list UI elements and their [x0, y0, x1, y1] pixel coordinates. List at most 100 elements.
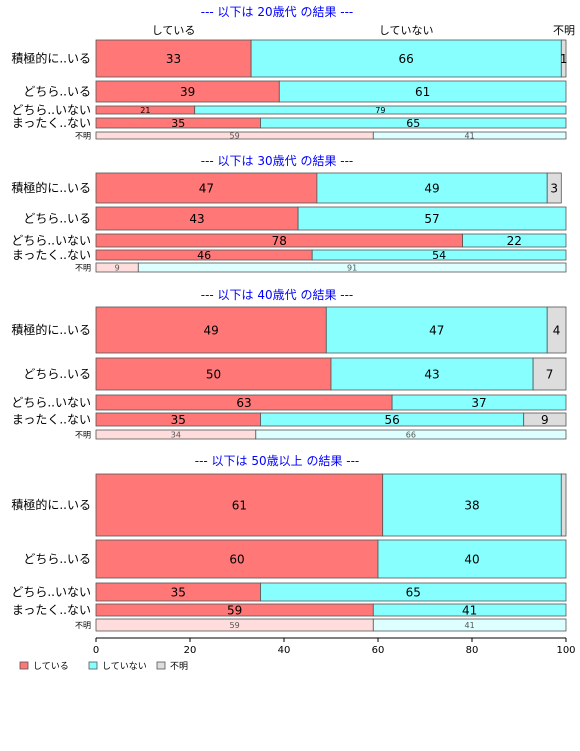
row-label: 不明	[75, 621, 91, 630]
bar-segment	[382, 473, 562, 537]
row-label: どちら..いる	[23, 552, 91, 566]
data-label: 40	[464, 552, 479, 566]
bar-segment	[330, 357, 534, 391]
bar-segment	[255, 429, 567, 440]
data-label: 41	[465, 131, 475, 140]
row-label: まったく..ない	[12, 413, 91, 427]
bar-segment	[523, 412, 567, 427]
data-label: 59	[227, 603, 242, 617]
row-label: どちら..いない	[11, 585, 91, 599]
data-label: 66	[399, 52, 414, 66]
x-tick-label: 100	[556, 645, 575, 656]
data-label: 43	[424, 367, 439, 381]
column-heading: していない	[379, 24, 434, 37]
data-label: 39	[180, 85, 195, 99]
x-tick-label: 20	[184, 645, 197, 656]
panel-title: --- 以下は 30歳代 の結果 ---	[201, 154, 354, 168]
data-label: 34	[171, 430, 181, 439]
bar-segment	[260, 117, 567, 129]
bar-segment	[546, 172, 562, 204]
data-label: 43	[189, 212, 204, 226]
data-label: 35	[171, 413, 186, 427]
data-label: 41	[465, 621, 475, 630]
row-label: どちら..いない	[11, 396, 91, 410]
column-heading: している	[152, 24, 196, 37]
bar-segment	[462, 233, 567, 248]
data-label: 49	[424, 181, 439, 195]
row-label: まったく..ない	[12, 248, 91, 262]
bar-segment	[325, 306, 548, 354]
data-label: 3	[550, 181, 558, 195]
row-label: どちら..いる	[23, 212, 91, 226]
legend-label: していない	[102, 661, 147, 672]
legend-swatch	[88, 661, 98, 670]
row-label: どちら..いる	[23, 367, 91, 381]
data-label: 61	[415, 85, 430, 99]
x-tick-label: 0	[93, 645, 99, 656]
bar-segment	[316, 172, 548, 204]
data-label: 33	[166, 52, 181, 66]
row-label: 不明	[75, 431, 91, 440]
data-label: 21	[140, 106, 150, 115]
bar-segment	[560, 473, 567, 537]
legend-label: 不明	[170, 661, 188, 672]
data-label: 56	[384, 413, 399, 427]
legend-label: している	[33, 661, 69, 672]
panel-title: --- 以下は 20歳代 の結果 ---	[201, 5, 354, 19]
data-label: 63	[236, 396, 251, 410]
bar-segment	[194, 105, 567, 115]
data-label: 59	[230, 131, 240, 140]
data-label: 9	[115, 263, 120, 272]
data-label: 57	[424, 212, 439, 226]
bar-segment	[297, 206, 567, 231]
data-label: 54	[432, 249, 446, 262]
row-label: 不明	[75, 132, 91, 141]
row-label: 不明	[75, 264, 91, 273]
panel-title: --- 以下は 40歳代 の結果 ---	[201, 288, 354, 302]
legend-swatch	[156, 661, 166, 670]
panel-title: --- 以下は 50歳以上 の結果 ---	[195, 454, 360, 468]
data-label: 9	[541, 413, 549, 427]
bar-segment	[95, 357, 332, 391]
data-label: 1	[560, 52, 568, 66]
row-label: どちら..いない	[11, 103, 91, 117]
data-label: 38	[464, 498, 479, 512]
bar-segment	[278, 80, 567, 103]
row-label: 積極的に..いる	[11, 180, 91, 195]
bar-segment	[311, 249, 567, 261]
row-label: どちら..いる	[23, 85, 91, 99]
data-label: 4	[553, 323, 561, 337]
bar-segment	[137, 262, 567, 273]
data-label: 78	[272, 234, 287, 248]
bar-segment	[95, 39, 252, 78]
data-label: 7	[546, 367, 554, 381]
bar-segment	[250, 39, 562, 78]
bar-segment	[532, 357, 567, 391]
data-label: 41	[462, 603, 477, 617]
data-label: 79	[375, 106, 385, 115]
row-label: 積極的に..いる	[11, 51, 91, 66]
bar-segment	[95, 172, 318, 204]
data-label: 66	[406, 430, 416, 439]
bar-segment	[260, 582, 567, 602]
column-heading: 不明	[553, 24, 575, 37]
x-tick-label: 60	[372, 645, 385, 656]
data-label: 65	[406, 585, 421, 599]
bar-segment	[546, 306, 567, 354]
bar-segment	[560, 39, 567, 78]
bar-segment	[391, 394, 567, 411]
row-label: まったく..ない	[12, 603, 91, 617]
data-label: 49	[204, 323, 219, 337]
row-label: どちら..いない	[11, 234, 91, 248]
x-tick-label: 40	[278, 645, 291, 656]
data-label: 37	[471, 396, 486, 410]
data-label: 46	[197, 249, 211, 262]
row-label: 積極的に..いる	[11, 497, 91, 512]
data-label: 50	[206, 367, 221, 381]
data-label: 60	[229, 552, 244, 566]
data-label: 91	[347, 263, 357, 272]
bar-segment	[372, 603, 567, 617]
data-label: 47	[199, 181, 214, 195]
